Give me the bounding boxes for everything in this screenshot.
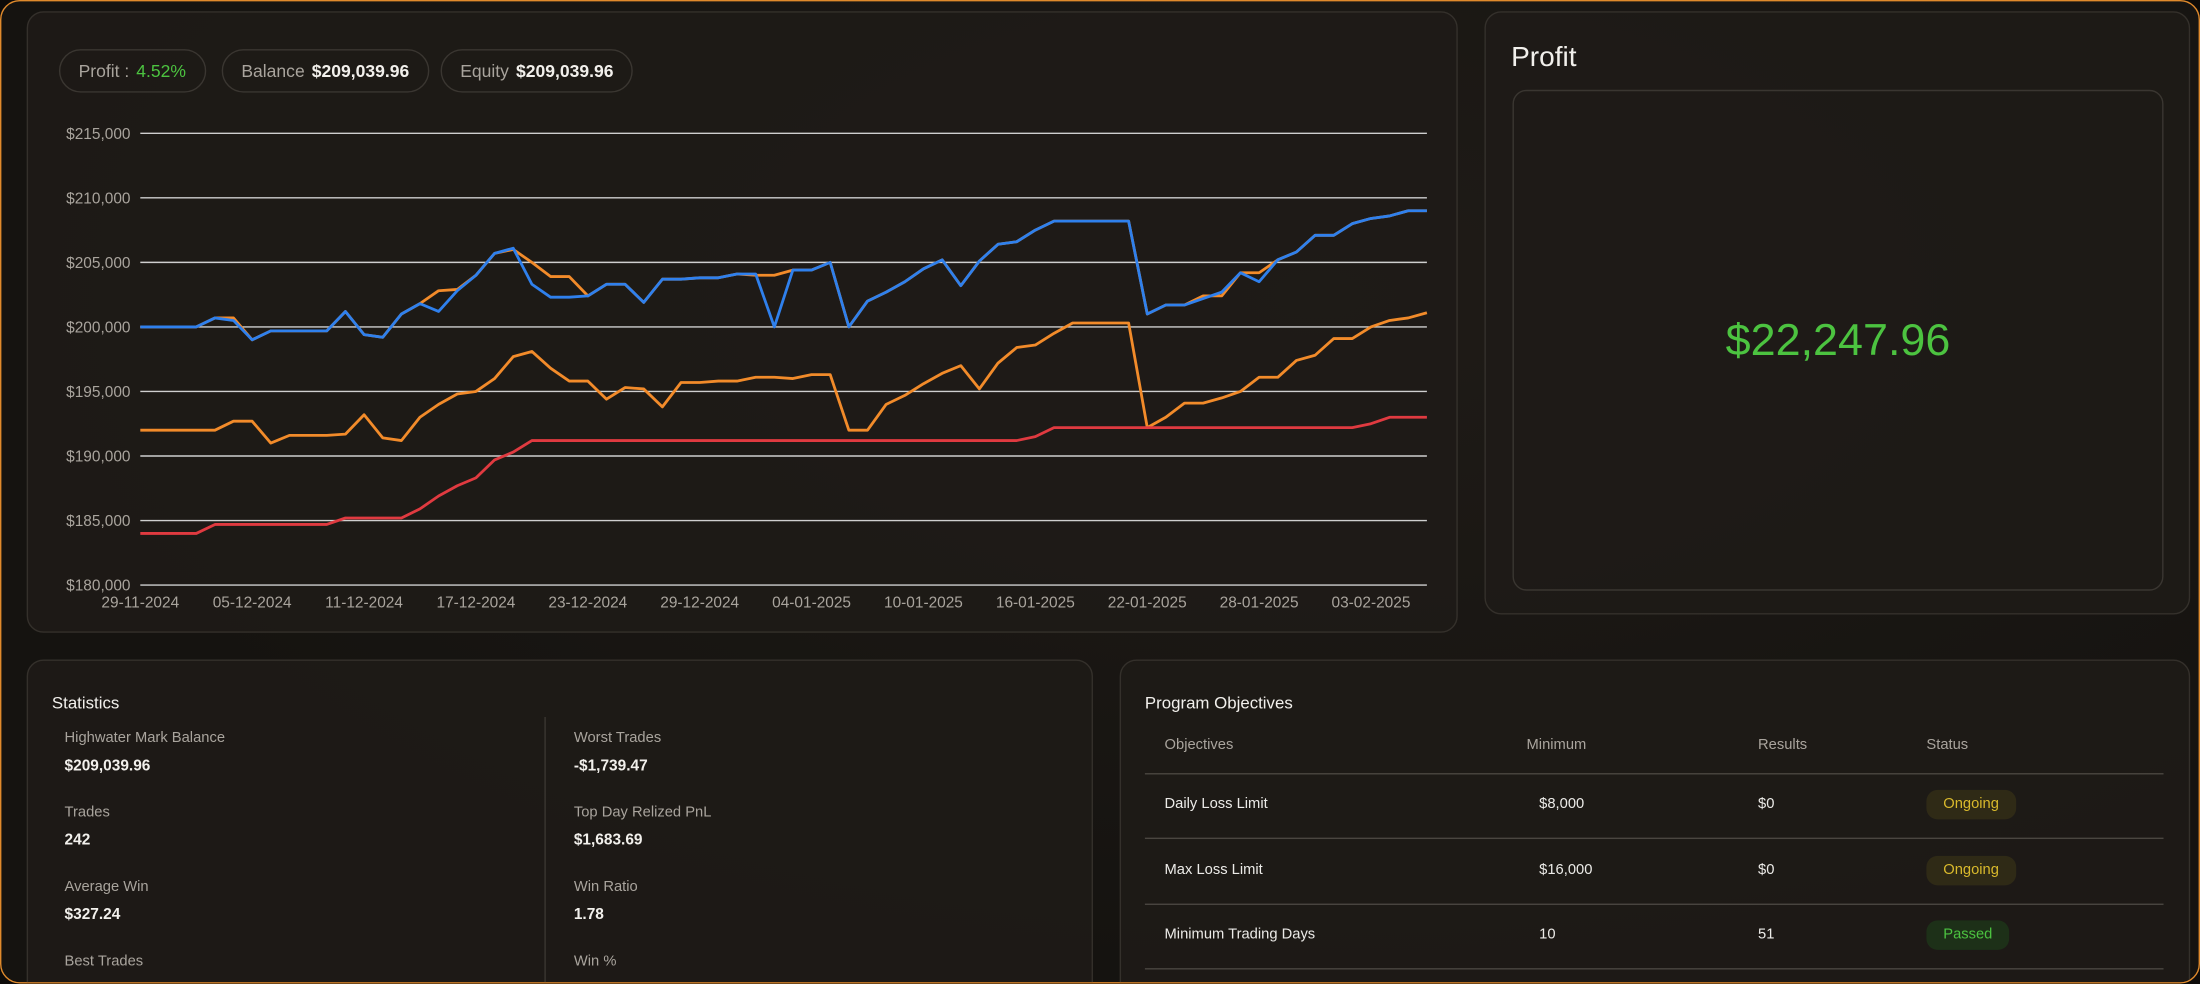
- stat-label: Worst Trades: [573, 729, 662, 747]
- stat-label: Average Win: [64, 878, 149, 896]
- column-header: Objectives: [1164, 736, 1234, 754]
- column-header: Results: [1758, 736, 1808, 754]
- table-cell: $8,000: [1539, 795, 1585, 813]
- x-tick-label: 10-01-2025: [884, 595, 963, 612]
- column-header: Status: [1926, 736, 1969, 754]
- pill-label: Equity: [460, 61, 509, 81]
- equity-pill: Equity $209,039.96: [440, 49, 634, 93]
- pill-value: 4.52%: [136, 61, 187, 81]
- x-tick-label: 29-12-2024: [660, 595, 739, 612]
- stat-label: Top Day Relized PnL: [573, 803, 712, 821]
- column-header: Minimum: [1526, 736, 1587, 754]
- stat-value: -$1,739.47: [573, 757, 648, 775]
- stat-value: $1,683.69: [573, 832, 643, 849]
- statistics-panel: Statistics Highwater Mark Balance $209,03…: [26, 659, 1093, 983]
- stat-label: Win %: [573, 952, 617, 970]
- stat-value: $209,039.96: [64, 757, 151, 775]
- y-tick-label: $180,000: [66, 578, 130, 595]
- y-tick-label: $210,000: [66, 190, 130, 207]
- profit-panel: Profit $22,247.96: [1484, 11, 2191, 615]
- status-badge: Ongoing: [1926, 789, 2016, 820]
- stat-label: Best Trades: [64, 952, 144, 970]
- objectives-title: Program Objectives: [1144, 693, 1293, 713]
- pill-label: Profit :: [78, 61, 130, 81]
- table-cell: Daily Loss Limit: [1164, 795, 1268, 813]
- x-tick-label: 17-12-2024: [436, 595, 515, 612]
- objectives-panel: Program Objectives Objectives Minimum Resu…: [1119, 659, 2191, 983]
- table-cell: $0: [1758, 860, 1775, 878]
- x-tick-label: 22-01-2025: [1108, 595, 1187, 612]
- series-line: [140, 209, 1427, 342]
- y-tick-label: $205,000: [66, 255, 130, 272]
- status-badge: Ongoing: [1926, 855, 2016, 885]
- table-cell: 51: [1758, 926, 1775, 943]
- table-cell: 10: [1539, 926, 1556, 943]
- y-tick-label: $200,000: [66, 320, 130, 337]
- x-tick-label: 04-01-2025: [772, 595, 851, 612]
- stat-label: Win Ratio: [573, 878, 638, 896]
- x-tick-label: 03-02-2025: [1332, 595, 1411, 612]
- row-divider: [1144, 902, 2164, 905]
- x-tick-label: 23-12-2024: [548, 595, 627, 612]
- y-tick-label: $195,000: [66, 384, 130, 401]
- stat-value: $327.24: [64, 906, 121, 924]
- statistics-title: Statistics: [51, 693, 120, 713]
- stat-label: Highwater Mark Balance: [64, 729, 226, 747]
- table-cell: $16,000: [1539, 860, 1593, 878]
- y-tick-label: $185,000: [66, 513, 130, 530]
- pill-value: $209,039.96: [311, 61, 410, 81]
- series-line: [140, 209, 1427, 342]
- profit-title: Profit: [1511, 42, 1577, 73]
- x-tick-label: 29-11-2024: [101, 595, 179, 612]
- table-cell: $0: [1758, 795, 1775, 813]
- x-tick-label: 05-12-2024: [213, 595, 292, 612]
- stat-value: 1.78: [573, 906, 604, 924]
- table-cell: Minimum Trading Days: [1164, 926, 1316, 943]
- pill-label: Balance: [241, 61, 305, 81]
- stat-value: 242: [64, 832, 91, 849]
- series-line: [140, 415, 1427, 535]
- status-badge: Passed: [1926, 920, 2010, 950]
- chart-panel: Profit : 4.52% Balance $209,039.96 Equity $…: [26, 11, 1458, 633]
- divider: [544, 716, 546, 983]
- y-tick-label: $215,000: [66, 126, 130, 143]
- profit-box: $22,247.96: [1512, 89, 2164, 591]
- balance-pill: Balance $209,039.96: [221, 49, 429, 93]
- x-tick-label: 11-12-2024: [325, 595, 403, 612]
- x-tick-label: 16-01-2025: [996, 595, 1075, 612]
- row-divider: [1144, 773, 2164, 775]
- stat-label: Trades: [64, 803, 110, 821]
- pill-value: $209,039.96: [515, 61, 614, 81]
- x-tick-label: 28-01-2025: [1220, 595, 1299, 612]
- row-divider: [1144, 837, 2164, 840]
- row-divider: [1144, 968, 2164, 970]
- y-tick-label: $190,000: [66, 449, 130, 466]
- table-cell: Max Loss Limit: [1164, 860, 1263, 878]
- series-line: [140, 311, 1428, 445]
- profit-value: $22,247.96: [1725, 314, 1951, 365]
- profit-pill: Profit : 4.52%: [58, 49, 206, 93]
